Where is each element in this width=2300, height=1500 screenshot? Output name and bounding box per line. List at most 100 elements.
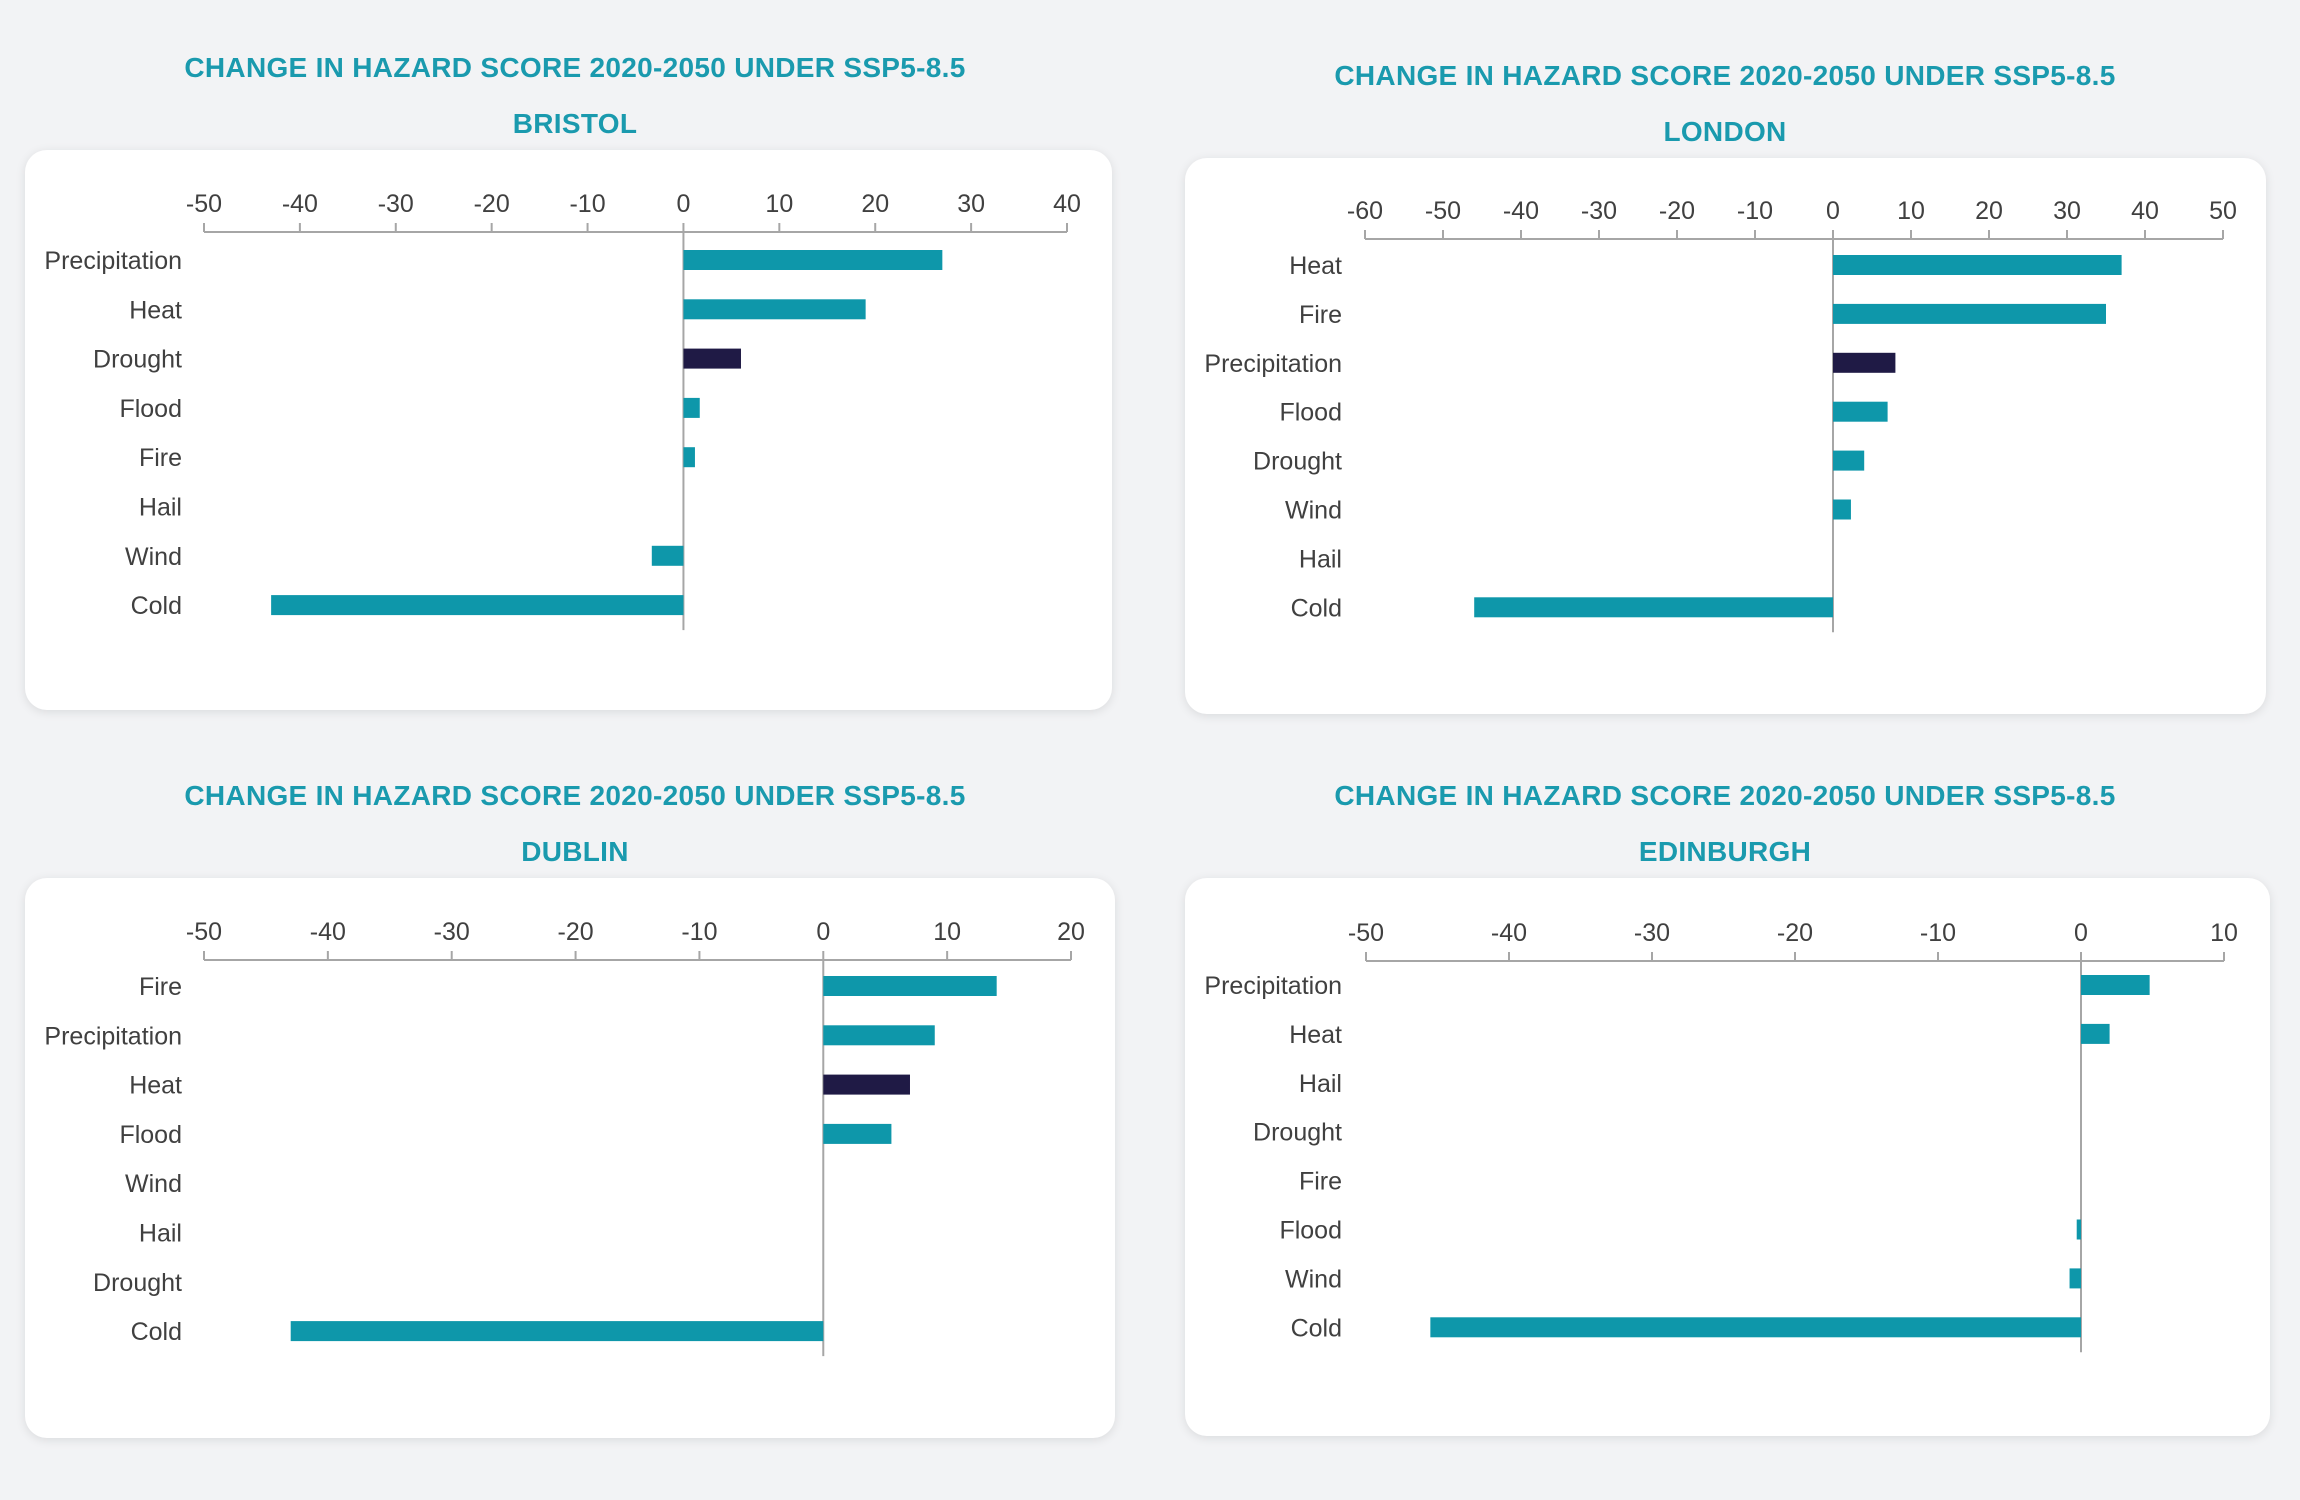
bar-drought [683, 348, 741, 369]
category-label: Precipitation [44, 247, 182, 275]
x-tick-label: 10 [933, 918, 961, 946]
category-label: Precipitation [1204, 972, 1342, 1000]
chart-card: -50 -40 -30 -20 -10 0 10 20 Fire Precipitation Hea… [25, 878, 1115, 1438]
x-tick-label: -50 [186, 918, 222, 946]
x-tick-label: 40 [2131, 197, 2159, 225]
category-label: Drought [93, 346, 182, 374]
chart-panel-dublin: CHANGE IN HAZARD SCORE 2020-2050 UNDER S… [0, 750, 1150, 1500]
x-tick-label: -50 [1348, 919, 1384, 947]
x-tick-label: -50 [186, 190, 222, 218]
bar-flood [2076, 1219, 2081, 1240]
x-tick-label: -60 [1347, 197, 1383, 225]
x-tick-label: -30 [1581, 197, 1617, 225]
bar-chart: -50 -40 -30 -20 -10 0 10 20 30 40 Precipitation Hea… [44, 190, 1081, 631]
bar-cold [1474, 597, 1833, 618]
chart-title: CHANGE IN HAZARD SCORE 2020-2050 UNDER S… [1334, 60, 2116, 91]
bar-wind [1833, 499, 1851, 520]
chart-title: CHANGE IN HAZARD SCORE 2020-2050 UNDER S… [184, 780, 966, 811]
bar-heat [1833, 255, 2122, 275]
bar-heat [2081, 1023, 2110, 1044]
bar-precipitation [1833, 352, 1896, 373]
category-label: Fire [139, 973, 182, 1001]
category-label: Wind [125, 1170, 182, 1198]
bar-precipitation [683, 250, 943, 270]
x-tick-label: -40 [282, 190, 318, 218]
category-label: Precipitation [1204, 350, 1342, 378]
category-label: Fire [1299, 1168, 1342, 1196]
category-label: Hail [1299, 1070, 1342, 1098]
bar-fire [1833, 303, 2106, 324]
bar-precipitation [823, 1025, 935, 1046]
category-label: Drought [1253, 1119, 1342, 1147]
category-label: Hail [139, 494, 182, 522]
x-tick-label: -30 [378, 190, 414, 218]
chart-subtitle: BRISTOL [512, 108, 638, 139]
category-label: Fire [139, 444, 182, 472]
bar-wind [2069, 1268, 2081, 1289]
x-tick-label: 40 [1053, 190, 1081, 218]
category-label: Precipitation [44, 1022, 182, 1050]
category-label: Wind [1285, 1265, 1342, 1293]
x-tick-label: -40 [310, 918, 346, 946]
x-tick-label: 20 [861, 190, 889, 218]
x-tick-label: 10 [2210, 919, 2238, 947]
x-tick-label: 0 [2074, 919, 2088, 947]
x-tick-label: 10 [1897, 197, 1925, 225]
bar-heat [823, 1074, 910, 1095]
chart-subtitle: LONDON [1663, 116, 1787, 147]
x-tick-label: 20 [1975, 197, 2003, 225]
bar-heat [683, 299, 866, 320]
bar-precipitation [2081, 975, 2150, 995]
bar-chart: -60 -50 -40 -30 -20 -10 0 10 20 30 40 50 Heat Fire Pre… [1204, 197, 2237, 633]
bar-chart: -50 -40 -30 -20 -10 0 10 20 Fire Precipitation Hea… [44, 918, 1085, 1357]
category-label: Cold [131, 592, 182, 620]
x-tick-label: -10 [1920, 919, 1956, 947]
category-label: Hail [139, 1220, 182, 1248]
x-tick-label: 20 [1057, 918, 1085, 946]
category-label: Flood [1279, 1217, 1342, 1245]
chart-subtitle: DUBLIN [521, 836, 629, 867]
category-label: Drought [93, 1269, 182, 1297]
x-tick-label: 30 [957, 190, 985, 218]
chart-title: CHANGE IN HAZARD SCORE 2020-2050 UNDER S… [184, 52, 966, 83]
category-label: Flood [119, 1121, 182, 1149]
category-label: Cold [131, 1318, 182, 1346]
category-label: Hail [1299, 545, 1342, 573]
x-tick-label: -20 [558, 918, 594, 946]
x-tick-label: -10 [1737, 197, 1773, 225]
x-tick-label: 0 [1826, 197, 1840, 225]
chart-panel-bristol: CHANGE IN HAZARD SCORE 2020-2050 UNDER S… [0, 0, 1150, 750]
bar-wind [651, 545, 684, 566]
x-tick-label: -20 [1777, 919, 1813, 947]
x-tick-label: -10 [681, 918, 717, 946]
x-tick-label: -10 [569, 190, 605, 218]
category-label: Drought [1253, 448, 1342, 476]
x-tick-label: -40 [1503, 197, 1539, 225]
category-label: Cold [1291, 1314, 1342, 1342]
bar-flood [823, 1123, 892, 1144]
x-tick-label: -50 [1425, 197, 1461, 225]
category-label: Flood [119, 395, 182, 423]
bar-cold [290, 1321, 824, 1342]
category-label: Heat [1289, 1021, 1342, 1049]
category-label: Flood [1279, 399, 1342, 427]
bar-fire [683, 447, 695, 468]
bar-flood [683, 397, 700, 418]
category-label: Cold [1291, 594, 1342, 622]
chart-card: -50 -40 -30 -20 -10 0 10 Precipitation Heat Hail D… [1185, 878, 2270, 1436]
category-label: Heat [129, 1072, 182, 1100]
x-tick-label: 0 [816, 918, 830, 946]
category-label: Heat [1289, 252, 1342, 280]
bar-drought [1833, 450, 1865, 471]
bar-cold [1430, 1317, 2081, 1338]
chart-title: CHANGE IN HAZARD SCORE 2020-2050 UNDER S… [1334, 780, 2116, 811]
category-label: Heat [129, 296, 182, 324]
chart-subtitle: EDINBURGH [1638, 836, 1812, 867]
chart-panel-london: CHANGE IN HAZARD SCORE 2020-2050 UNDER S… [1150, 0, 2300, 750]
x-tick-label: -20 [1659, 197, 1695, 225]
x-tick-label: 30 [2053, 197, 2081, 225]
chart-panel-edinburgh: CHANGE IN HAZARD SCORE 2020-2050 UNDER S… [1150, 750, 2300, 1500]
x-tick-label: -40 [1491, 919, 1527, 947]
x-tick-label: 10 [765, 190, 793, 218]
x-tick-label: -20 [474, 190, 510, 218]
